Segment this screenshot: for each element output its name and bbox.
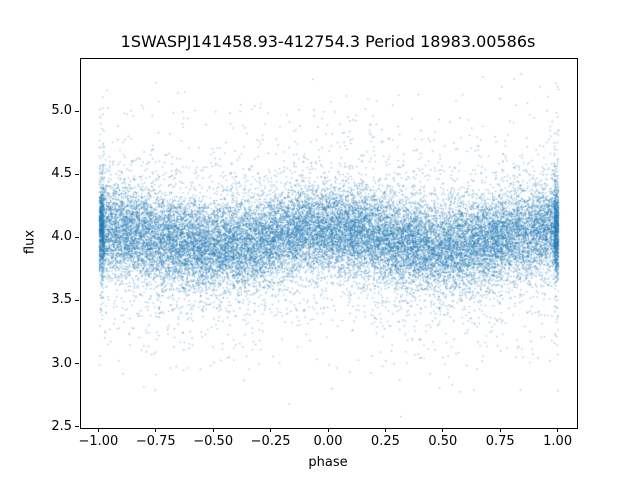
y-tick-label: 2.5: [51, 418, 72, 434]
x-tick-label: −0.50: [193, 434, 234, 449]
x-tick-mark: [557, 428, 559, 432]
y-tick-label: 3.0: [51, 355, 72, 371]
y-tick-mark: [75, 110, 79, 112]
y-tick-mark: [75, 236, 79, 238]
x-tick-mark: [97, 428, 99, 432]
chart-title: 1SWASPJ141458.93-412754.3 Period 18983.0…: [120, 32, 536, 51]
x-tick-label: 0.00: [313, 434, 343, 449]
y-axis-label: flux: [22, 229, 38, 255]
x-tick-label: 0.25: [370, 434, 400, 449]
y-tick-mark: [75, 426, 79, 428]
x-tick-label: −0.25: [250, 434, 291, 449]
y-tick-label: 3.5: [51, 292, 72, 308]
y-tick-label: 4.0: [51, 229, 72, 245]
x-tick-mark: [155, 428, 157, 432]
y-tick-mark: [75, 363, 79, 364]
x-tick-mark: [442, 428, 444, 432]
x-tick-label: 0.50: [428, 434, 458, 449]
y-tick-mark: [75, 299, 79, 301]
y-tick-label: 5.0: [51, 103, 72, 119]
x-axis-label: phase: [308, 455, 348, 470]
x-tick-mark: [212, 428, 214, 432]
plot-area: [80, 58, 578, 429]
x-tick-mark: [499, 428, 501, 432]
x-tick-mark: [270, 428, 272, 432]
y-tick-label: 4.5: [51, 166, 72, 182]
x-tick-label: −1.00: [78, 434, 119, 449]
x-tick-label: 1.00: [543, 434, 573, 449]
x-tick-mark: [384, 428, 386, 432]
x-tick-label: 0.75: [485, 434, 515, 449]
y-tick-mark: [75, 173, 79, 175]
x-tick-mark: [327, 428, 329, 432]
x-tick-label: −0.75: [135, 434, 176, 449]
scatter-points-canvas: [81, 59, 577, 428]
